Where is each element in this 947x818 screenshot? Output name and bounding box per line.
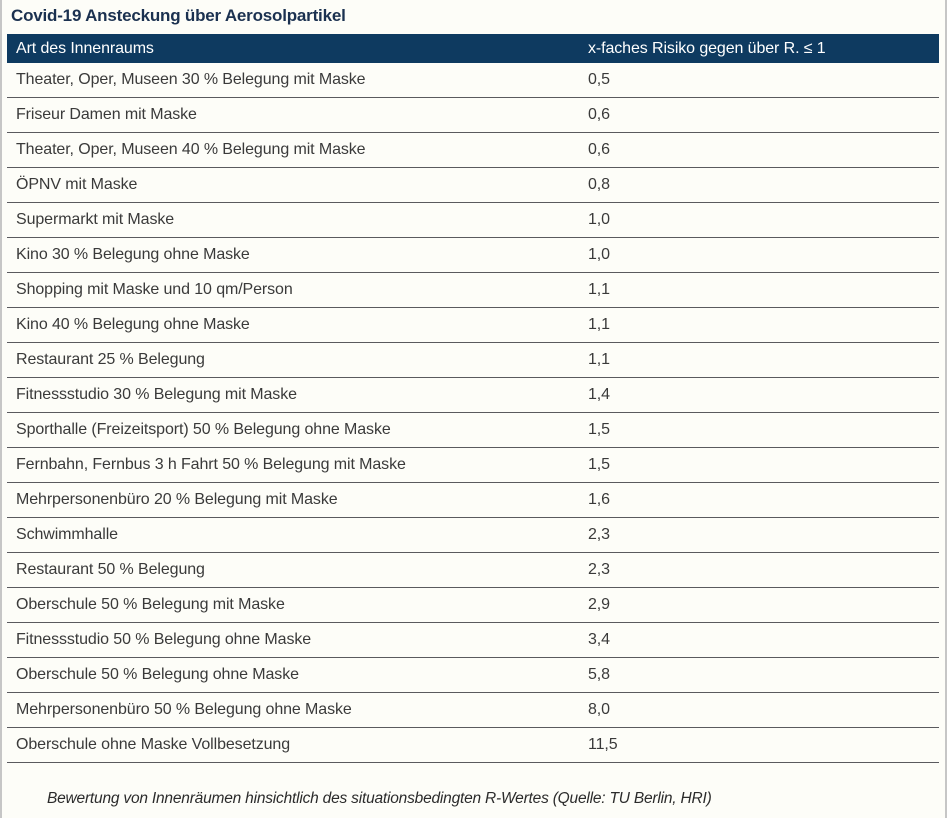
table-row: Fitnessstudio 50 % Belegung ohne Maske 3,… [7,622,939,658]
table-row: Shopping mit Maske und 10 qm/Person 1,1 [7,272,939,308]
risk-value-cell: 1,5 [579,412,939,448]
risk-value-cell: 5,8 [579,657,939,693]
risk-value-cell: 8,0 [579,692,939,728]
table-row: Restaurant 50 % Belegung 2,3 [7,552,939,588]
room-type-cell: Restaurant 25 % Belegung [7,342,579,378]
room-type-cell: Fitnessstudio 30 % Belegung mit Maske [7,377,579,413]
room-type-cell: Supermarkt mit Maske [7,202,579,238]
room-type-cell: Oberschule 50 % Belegung ohne Maske [7,657,579,693]
table-row: Fitnessstudio 30 % Belegung mit Maske 1,4 [7,377,939,413]
risk-value-cell: 1,1 [579,307,939,343]
table-row: Restaurant 25 % Belegung 1,1 [7,342,939,378]
table-row: Mehrpersonenbüro 20 % Belegung mit Maske… [7,482,939,518]
table-body: Theater, Oper, Museen 30 % Belegung mit … [7,63,939,763]
risk-value-cell: 1,1 [579,342,939,378]
risk-value-cell: 2,3 [579,552,939,588]
column-header-risk-factor: x-faches Risiko gegen über R. ≤ 1 [579,34,939,63]
table-row: Kino 40 % Belegung ohne Maske 1,1 [7,307,939,343]
table-row: Oberschule 50 % Belegung ohne Maske 5,8 [7,657,939,693]
table-row: Mehrpersonenbüro 50 % Belegung ohne Mask… [7,692,939,728]
risk-value-cell: 1,6 [579,482,939,518]
table-row: Theater, Oper, Museen 40 % Belegung mit … [7,132,939,168]
table-row: Fernbahn, Fernbus 3 h Fahrt 50 % Belegun… [7,447,939,483]
room-type-cell: Theater, Oper, Museen 30 % Belegung mit … [7,63,579,98]
room-type-cell: Mehrpersonenbüro 20 % Belegung mit Maske [7,482,579,518]
risk-value-cell: 2,3 [579,517,939,553]
table-row: Oberschule ohne Maske Vollbesetzung 11,5 [7,727,939,763]
table-row: Kino 30 % Belegung ohne Maske 1,0 [7,237,939,273]
room-type-cell: Shopping mit Maske und 10 qm/Person [7,272,579,308]
room-type-cell: Friseur Damen mit Maske [7,97,579,133]
room-type-cell: Restaurant 50 % Belegung [7,552,579,588]
risk-value-cell: 3,4 [579,622,939,658]
table-row: ÖPNV mit Maske 0,8 [7,167,939,203]
room-type-cell: Oberschule 50 % Belegung mit Maske [7,587,579,623]
risk-value-cell: 1,0 [579,202,939,238]
table-row: Theater, Oper, Museen 30 % Belegung mit … [7,63,939,98]
risk-value-cell: 0,6 [579,97,939,133]
risk-value-cell: 1,0 [579,237,939,273]
table-header-row: Art des Innenraums x-faches Risiko gegen… [7,34,939,63]
table-row: Schwimmhalle 2,3 [7,517,939,553]
risk-value-cell: 1,4 [579,377,939,413]
risk-value-cell: 0,8 [579,167,939,203]
table-row: Supermarkt mit Maske 1,0 [7,202,939,238]
room-type-cell: Mehrpersonenbüro 50 % Belegung ohne Mask… [7,692,579,728]
room-type-cell: Fitnessstudio 50 % Belegung ohne Maske [7,622,579,658]
table-row: Oberschule 50 % Belegung mit Maske 2,9 [7,587,939,623]
page-title: Covid-19 Ansteckung über Aerosolpartikel [11,6,346,25]
risk-value-cell: 0,6 [579,132,939,168]
risk-table: Art des Innenraums x-faches Risiko gegen… [7,34,939,763]
room-type-cell: Kino 40 % Belegung ohne Maske [7,307,579,343]
risk-value-cell: 1,1 [579,272,939,308]
risk-value-cell: 1,5 [579,447,939,483]
column-header-room-type: Art des Innenraums [7,34,579,63]
room-type-cell: Fernbahn, Fernbus 3 h Fahrt 50 % Belegun… [7,447,579,483]
room-type-cell: Sporthalle (Freizeitsport) 50 % Belegung… [7,412,579,448]
table-row: Sporthalle (Freizeitsport) 50 % Belegung… [7,412,939,448]
room-type-cell: Theater, Oper, Museen 40 % Belegung mit … [7,132,579,168]
room-type-cell: Oberschule ohne Maske Vollbesetzung [7,727,579,763]
room-type-cell: ÖPNV mit Maske [7,167,579,203]
risk-value-cell: 11,5 [579,727,939,763]
room-type-cell: Schwimmhalle [7,517,579,553]
source-caption: Bewertung von Innenräumen hinsichtlich d… [47,790,712,807]
risk-value-cell: 2,9 [579,587,939,623]
risk-value-cell: 0,5 [579,63,939,98]
table-row: Friseur Damen mit Maske 0,6 [7,97,939,133]
room-type-cell: Kino 30 % Belegung ohne Maske [7,237,579,273]
